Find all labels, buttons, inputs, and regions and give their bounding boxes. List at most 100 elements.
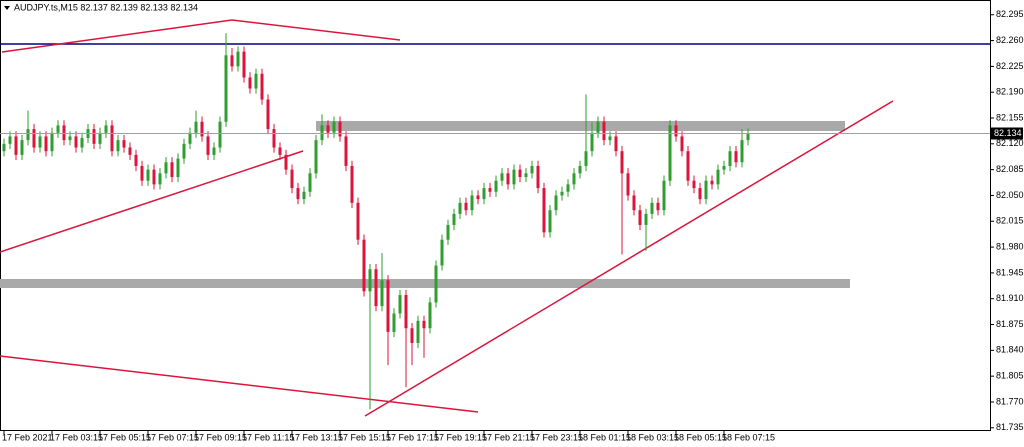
candle-body [668, 125, 672, 181]
candle-body [110, 125, 114, 152]
candle-body [338, 121, 342, 137]
last-price-box [991, 127, 1023, 140]
y-tick-label: 82.225 [996, 61, 1024, 71]
trend-line [0, 150, 304, 253]
candle-body [674, 125, 678, 137]
candle-body [512, 169, 516, 185]
candle-body [308, 173, 312, 192]
candle-body [716, 169, 720, 185]
candle-body [134, 154, 138, 166]
candle-body [368, 269, 372, 292]
candle-body [356, 202, 360, 240]
candle-body [710, 180, 714, 185]
candle-body [482, 188, 486, 200]
candle-body [542, 188, 546, 233]
x-tick-label: 18 Feb 07:15 [722, 432, 775, 442]
y-tick-label: 82.015 [996, 216, 1024, 226]
candle-body [440, 239, 444, 266]
candle-body [476, 195, 480, 200]
candle-body [236, 51, 240, 67]
candle-body [464, 202, 468, 211]
candle-body [638, 210, 642, 225]
y-tick-label: 81.770 [996, 396, 1024, 406]
candle-body [266, 99, 270, 130]
candle-body [80, 137, 84, 148]
candle-body [296, 188, 300, 200]
x-tick-label: 18 Feb 05:15 [674, 432, 727, 442]
candle-body [422, 320, 426, 329]
trend-line [364, 100, 894, 417]
candle-body [410, 328, 414, 343]
candle-body [248, 77, 252, 89]
candle-body [68, 136, 72, 141]
candle-body [698, 188, 702, 200]
resistance-zone [316, 121, 845, 131]
candle-body [494, 180, 498, 192]
candle-body [140, 165, 144, 181]
candle-body [176, 158, 180, 178]
candle-body [458, 202, 462, 214]
candle-body [62, 125, 66, 141]
trend-line [231, 19, 401, 41]
candle-body [272, 129, 276, 148]
candle-body [740, 140, 744, 163]
candle-body [536, 165, 540, 189]
y-tick-label: 82.260 [996, 35, 1024, 45]
candle-body [728, 151, 732, 166]
candle-body [254, 73, 258, 89]
candle-body [182, 143, 186, 159]
x-tick-label: 18 Feb 03:15 [626, 432, 679, 442]
candle-body [614, 136, 618, 152]
y-tick-label: 81.875 [996, 319, 1024, 329]
y-tick-label: 82.295 [996, 9, 1024, 19]
collapse-icon[interactable] [4, 6, 10, 10]
candle-body [116, 140, 120, 152]
y-tick-label: 81.910 [996, 293, 1024, 303]
candle-body [590, 132, 594, 152]
y-tick-label: 81.840 [996, 345, 1024, 355]
candle-body [218, 121, 222, 148]
candle-body [392, 313, 396, 332]
candle-body [722, 165, 726, 170]
candle-body [644, 213, 648, 225]
candle-body [44, 136, 48, 152]
candle-body [332, 121, 336, 133]
candle-body [434, 265, 438, 303]
candle-body [386, 280, 390, 332]
candle-body [380, 280, 384, 307]
candle-body [104, 125, 108, 133]
candle-body [56, 125, 60, 133]
x-tick-label: 17 Feb 05:15 [98, 432, 151, 442]
candle-body [278, 147, 282, 155]
chart-title: AUDJPY.ts,M15 82.137 82.139 82.133 82.13… [14, 2, 198, 12]
support-zone [0, 279, 850, 288]
y-tick-label: 82.190 [996, 87, 1024, 97]
x-tick-label: 17 Feb 17:15 [386, 432, 439, 442]
x-tick-label: 17 Feb 09:15 [194, 432, 247, 442]
candle-body [734, 151, 738, 163]
x-tick-label: 18 Feb 01:15 [578, 432, 631, 442]
candle-body [404, 295, 408, 329]
candle-body [302, 191, 306, 200]
candle-body [128, 147, 132, 155]
candle-body [488, 188, 492, 192]
candle-body [38, 136, 42, 148]
x-tick-label: 17 Feb 15:15 [338, 432, 391, 442]
candle-body [620, 151, 624, 174]
candle-body [566, 184, 570, 192]
x-tick-label: 17 Feb 11:15 [242, 432, 294, 442]
candle-body [170, 162, 174, 178]
candle-body [350, 165, 354, 203]
y-tick-label: 81.945 [996, 267, 1024, 277]
last-price-label: 82.134 [994, 128, 1022, 138]
candle-body [398, 295, 402, 314]
candle-body [164, 162, 168, 174]
candle-body [146, 169, 150, 181]
candle-body [524, 173, 528, 178]
candle-body [320, 125, 324, 141]
candle-body [14, 136, 18, 155]
y-tick-label: 82.085 [996, 164, 1024, 174]
candle-body [206, 136, 210, 155]
candle-body [680, 136, 684, 152]
